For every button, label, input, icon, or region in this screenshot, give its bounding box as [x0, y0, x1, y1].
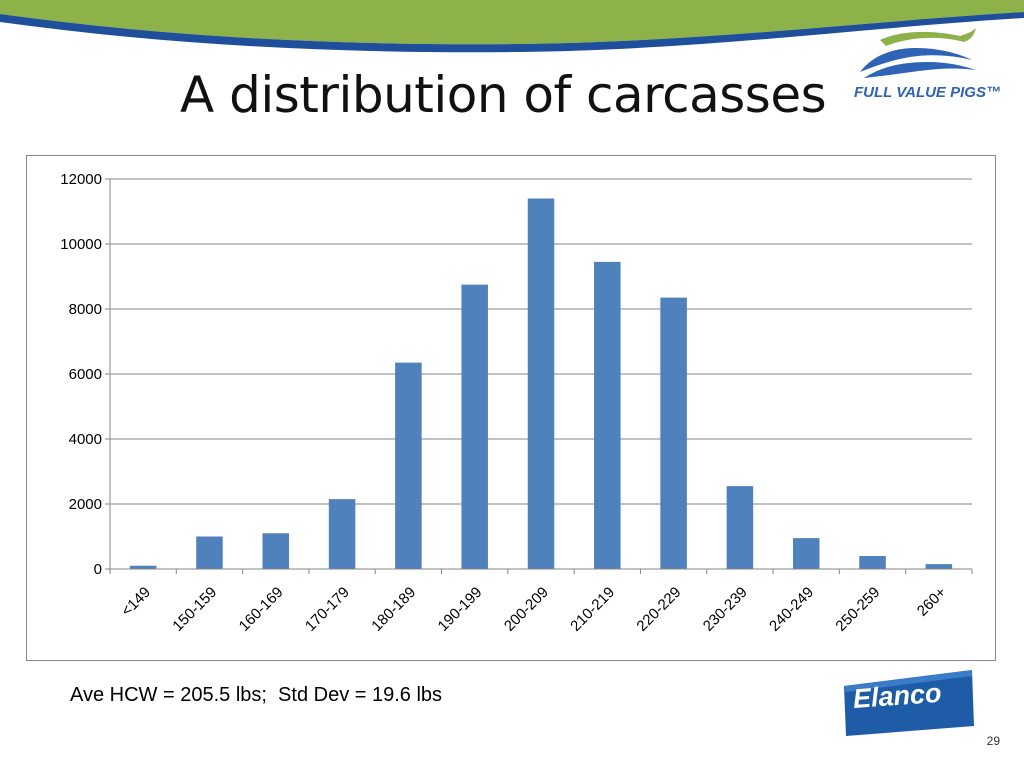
top-banner	[0, 0, 1024, 53]
bar	[196, 536, 223, 569]
partner-logo-text: Elanco	[852, 677, 943, 714]
x-tick-label: 150-159	[169, 584, 220, 635]
y-tick-label: 8000	[69, 301, 102, 318]
bar	[660, 297, 687, 569]
x-tick-label: 260+	[914, 584, 950, 620]
partner-logo: Elanco	[838, 666, 978, 738]
x-tick-label: 170-179	[302, 584, 353, 635]
brand-logo: FULL VALUE PIGS™	[852, 26, 1002, 108]
x-tick-label: 210-219	[567, 584, 618, 635]
x-tick-label: 200-209	[501, 584, 552, 635]
bar	[395, 362, 422, 569]
y-tick-label: 0	[94, 561, 102, 578]
bar	[129, 565, 157, 569]
bar	[328, 499, 356, 569]
bar	[925, 564, 953, 569]
x-tick-label: <149	[118, 584, 154, 620]
bar	[527, 198, 555, 569]
y-tick-label: 12000	[60, 171, 102, 188]
bar	[792, 538, 820, 569]
chart-frame	[26, 155, 996, 661]
bar	[594, 261, 621, 569]
pig-silhouette-icon	[860, 28, 976, 78]
page-number: 29	[986, 734, 1000, 748]
x-tick-label: 240-249	[766, 584, 817, 635]
bar	[726, 486, 754, 569]
bar	[859, 556, 886, 569]
y-tick-label: 6000	[69, 366, 102, 383]
slide-title: A distribution of carcasses	[180, 66, 827, 124]
bar-chart: 0 2000 4000 6000 8000 10000 12000 <149 150-159 16…	[60, 171, 973, 635]
y-tick-label: 10000	[60, 236, 102, 253]
x-tick-label: 220-229	[633, 584, 684, 635]
x-tick-label: 160-169	[236, 584, 287, 635]
brand-logo-text: FULL VALUE PIGS™	[854, 84, 1001, 101]
y-tick-label: 2000	[69, 496, 102, 513]
x-tick-label: 250-259	[832, 584, 883, 635]
bar	[461, 284, 488, 569]
x-tick-label: 180-189	[368, 584, 419, 635]
bar	[262, 533, 290, 569]
summary-caption: Ave HCW = 205.5 lbs; Std Dev = 19.6 lbs	[70, 684, 443, 706]
x-tick-label: 230-239	[700, 584, 751, 635]
y-tick-label: 4000	[69, 431, 102, 448]
x-tick-label: 190-199	[435, 584, 486, 635]
